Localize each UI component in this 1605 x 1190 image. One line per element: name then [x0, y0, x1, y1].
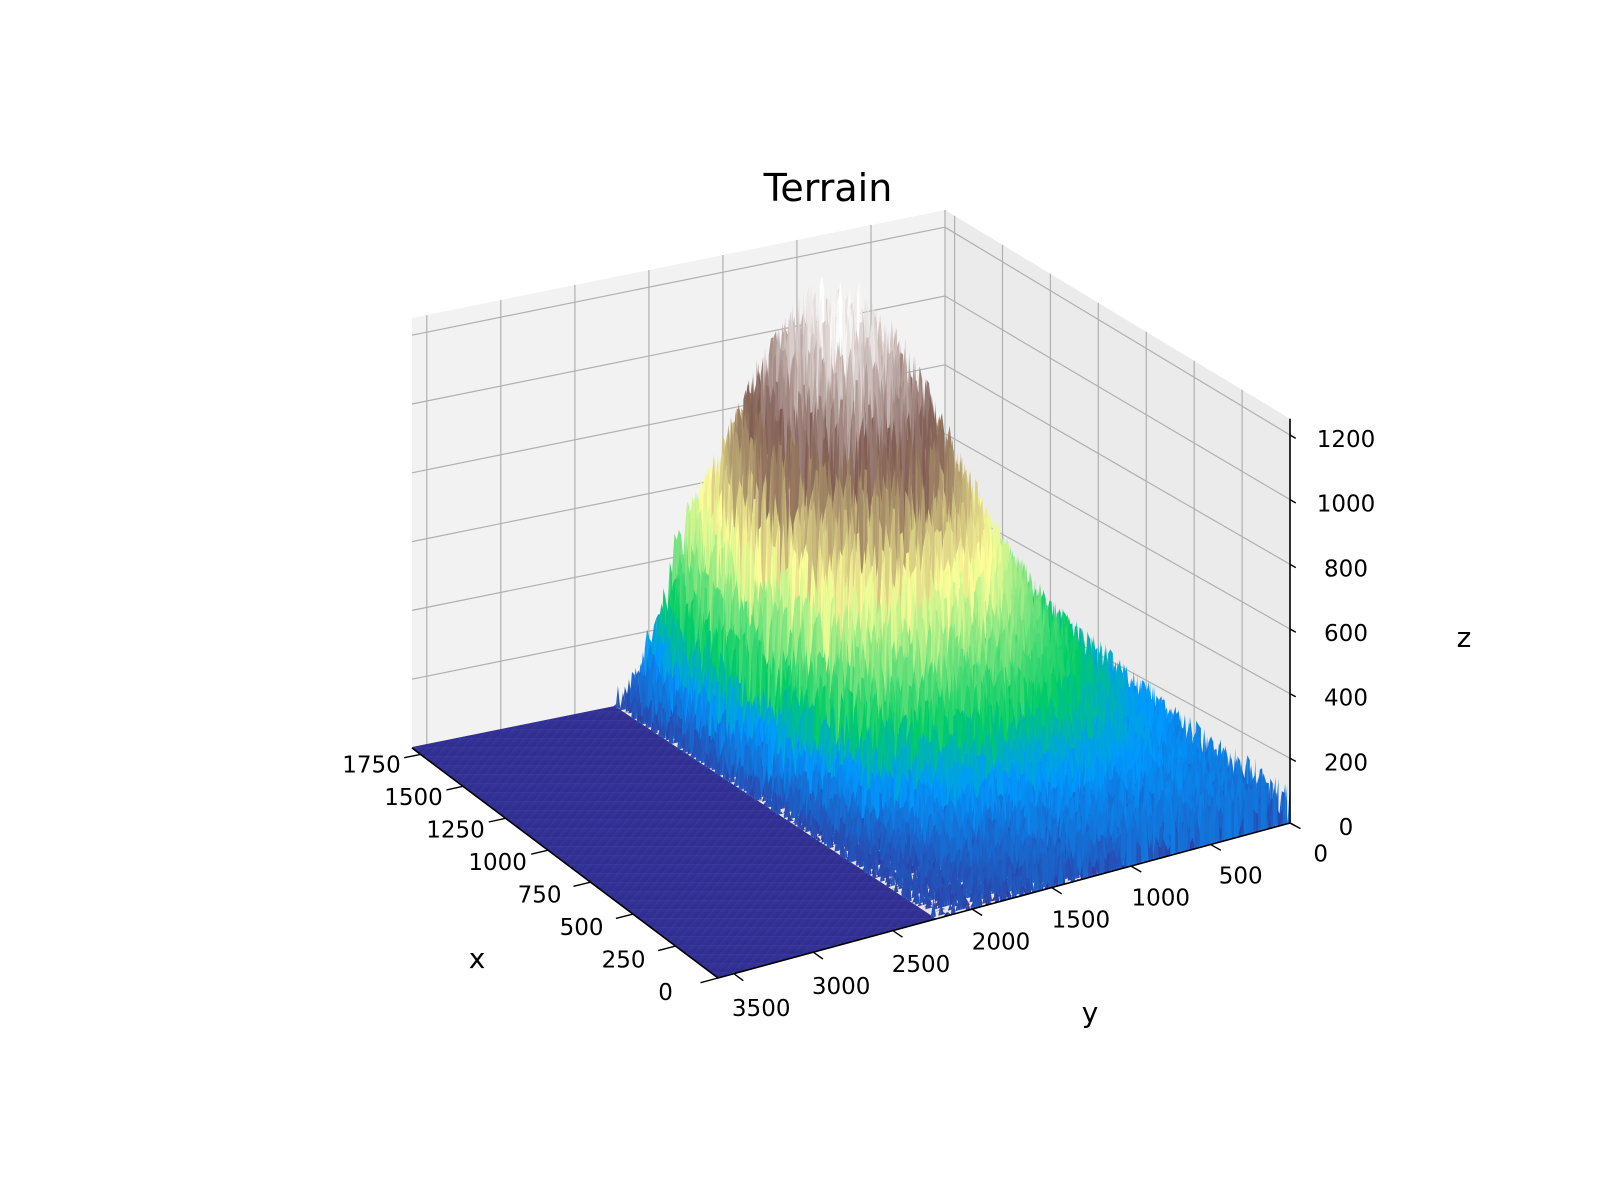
- grid-line-z: [944, 501, 1291, 695]
- surface-facet: [613, 704, 616, 708]
- surface-facet: [636, 683, 639, 708]
- surface-facet: [627, 695, 631, 712]
- surface-facet: [620, 692, 623, 711]
- surface-facet: [622, 692, 626, 710]
- surface-facet: [615, 685, 618, 709]
- grid-line-z: [944, 433, 1291, 630]
- surface: [411, 275, 1290, 978]
- surface-facet: [698, 738, 701, 762]
- surface-facet: [618, 707, 621, 711]
- surface-facet: [628, 707, 631, 714]
- grid-line-z: [411, 226, 946, 336]
- surface-facet: [617, 685, 621, 709]
- grid-line-z: [944, 226, 1291, 436]
- surface-facet: [624, 686, 627, 708]
- surface-facet: [687, 728, 690, 753]
- grid-line-z: [944, 364, 1291, 565]
- surface-facet: [625, 695, 628, 712]
- grid-line-z: [944, 295, 1291, 501]
